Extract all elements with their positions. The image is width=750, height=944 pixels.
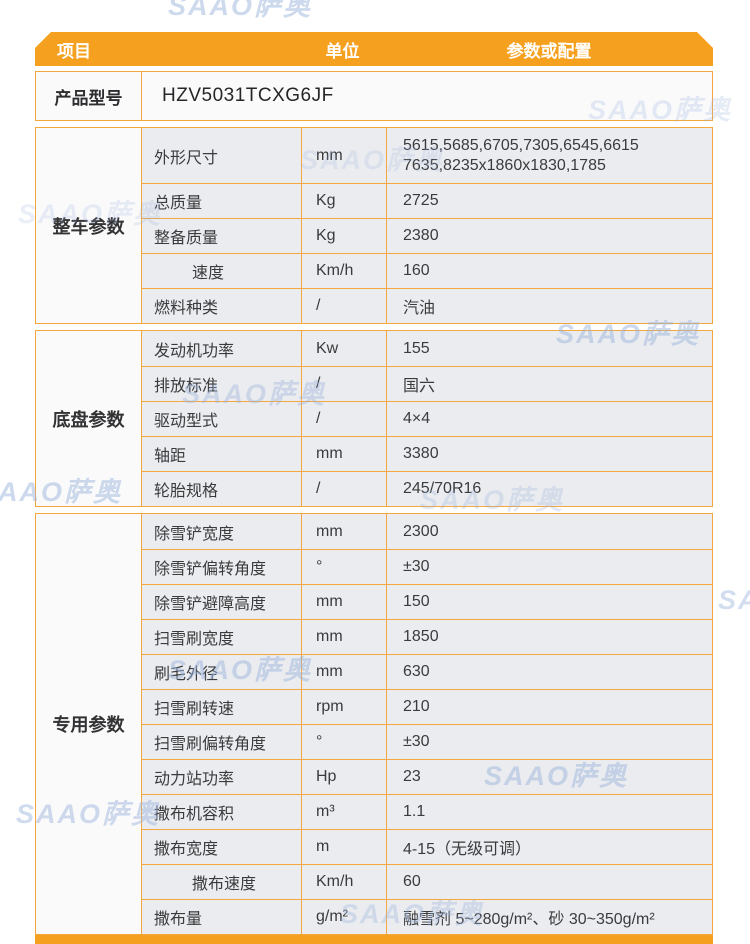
spec-value: 23 bbox=[386, 759, 712, 794]
watermark: SAAO萨奥 bbox=[718, 585, 750, 615]
spec-value: 155 bbox=[386, 331, 712, 366]
spec-name: 刷毛外径 bbox=[141, 654, 301, 689]
section-group-label: 专用参数 bbox=[36, 514, 141, 934]
spec-value: 5615,5685,6705,7305,6545,6615 7635,8235x… bbox=[386, 128, 712, 183]
spec-unit: mm bbox=[301, 654, 386, 689]
spec-name: 排放标准 bbox=[141, 366, 301, 401]
spec-name: 撒布速度 bbox=[141, 864, 301, 899]
spec-unit: / bbox=[301, 366, 386, 401]
spec-name: 除雪铲避障高度 bbox=[141, 584, 301, 619]
spec-unit: Km/h bbox=[301, 253, 386, 288]
sections: 整车参数 外形尺寸 mm 5615,5685,6705,7305,6545,6615 … bbox=[35, 127, 713, 935]
spec-unit: / bbox=[301, 288, 386, 323]
spec-unit: mm bbox=[301, 619, 386, 654]
spec-name: 除雪铲宽度 bbox=[141, 514, 301, 549]
spec-name: 除雪铲偏转角度 bbox=[141, 549, 301, 584]
spec-unit: Km/h bbox=[301, 864, 386, 899]
spec-name: 燃料种类 bbox=[141, 288, 301, 323]
spec-value: 4×4 bbox=[386, 401, 712, 436]
product-model-label: 产品型号 bbox=[54, 88, 123, 108]
spec-unit: g/m² bbox=[301, 899, 386, 934]
spec-unit: m³ bbox=[301, 794, 386, 829]
spec-name: 扫雪刷偏转角度 bbox=[141, 724, 301, 759]
product-model-value: HZV5031TCXG6JF bbox=[141, 72, 712, 120]
spec-value: 1850 bbox=[386, 619, 712, 654]
spec-unit: mm bbox=[301, 514, 386, 549]
spec-unit: Hp bbox=[301, 759, 386, 794]
header-unit-column: 单位 bbox=[325, 41, 360, 61]
spec-unit: Kw bbox=[301, 331, 386, 366]
spec-unit: mm bbox=[301, 584, 386, 619]
section-group-label: 整车参数 bbox=[36, 128, 141, 323]
spec-name: 发动机功率 bbox=[141, 331, 301, 366]
spec-value: 国六 bbox=[386, 366, 712, 401]
header-item-column: 项目 bbox=[57, 41, 91, 61]
spec-unit: mm bbox=[301, 128, 386, 183]
spec-value: 汽油 bbox=[386, 288, 712, 323]
spec-value: 2300 bbox=[386, 514, 712, 549]
spec-name: 轮胎规格 bbox=[141, 471, 301, 506]
spec-section: 整车参数 外形尺寸 mm 5615,5685,6705,7305,6545,6615 … bbox=[35, 127, 713, 324]
spec-value: 3380 bbox=[386, 436, 712, 471]
watermark: SAAO萨奥 bbox=[168, 0, 313, 21]
header-value-column: 参数或配置 bbox=[506, 41, 592, 61]
spec-value: 60 bbox=[386, 864, 712, 899]
spec-value: ±30 bbox=[386, 724, 712, 759]
spec-unit: / bbox=[301, 471, 386, 506]
spec-section: 专用参数 除雪铲宽度 mm 2300 除雪铲偏转角度 ° ±30 除雪铲避障高度 mm 150 扫雪… bbox=[35, 513, 713, 935]
spec-table: 项目 单位 参数或配置 产品型号 HZV5031TCXG6JF 整车参数 外形尺寸… bbox=[35, 32, 713, 944]
table-bottom-bar bbox=[35, 935, 713, 944]
spec-name: 速度 bbox=[141, 253, 301, 288]
spec-value: 融雪剂 5~280g/m²、砂 30~350g/m² bbox=[386, 899, 712, 934]
spec-name: 扫雪刷宽度 bbox=[141, 619, 301, 654]
spec-value: 630 bbox=[386, 654, 712, 689]
spec-unit: rpm bbox=[301, 689, 386, 724]
spec-unit: Kg bbox=[301, 183, 386, 218]
spec-value: 2725 bbox=[386, 183, 712, 218]
spec-name: 撒布量 bbox=[141, 899, 301, 934]
spec-section: 底盘参数 发动机功率 Kw 155 排放标准 / 国六 驱动型式/4×4 轴距 mm 3380 轮胎规… bbox=[35, 330, 713, 507]
spec-name: 整备质量 bbox=[141, 218, 301, 253]
spec-name: 撒布宽度 bbox=[141, 829, 301, 864]
spec-name: 轴距 bbox=[141, 436, 301, 471]
spec-value: 160 bbox=[386, 253, 712, 288]
spec-unit: Kg bbox=[301, 218, 386, 253]
spec-name: 动力站功率 bbox=[141, 759, 301, 794]
spec-value: 245/70R16 bbox=[386, 471, 712, 506]
spec-value: 150 bbox=[386, 584, 712, 619]
spec-name: 扫雪刷转速 bbox=[141, 689, 301, 724]
section-group-label: 底盘参数 bbox=[36, 331, 141, 506]
spec-name: 总质量 bbox=[141, 183, 301, 218]
spec-value: ±30 bbox=[386, 549, 712, 584]
spec-unit: / bbox=[301, 401, 386, 436]
spec-unit: ° bbox=[301, 549, 386, 584]
product-model-row: 产品型号 HZV5031TCXG6JF bbox=[35, 71, 713, 121]
spec-unit: m bbox=[301, 829, 386, 864]
spec-name: 驱动型式 bbox=[141, 401, 301, 436]
spec-unit: ° bbox=[301, 724, 386, 759]
spec-value: 4-15（无级可调） bbox=[386, 829, 712, 864]
spec-value: 210 bbox=[386, 689, 712, 724]
spec-name: 外形尺寸 bbox=[141, 128, 301, 183]
spec-name: 撒布机容积 bbox=[141, 794, 301, 829]
spec-value: 1.1 bbox=[386, 794, 712, 829]
spec-unit: mm bbox=[301, 436, 386, 471]
table-header: 项目 单位 参数或配置 bbox=[35, 32, 713, 66]
spec-value: 2380 bbox=[386, 218, 712, 253]
